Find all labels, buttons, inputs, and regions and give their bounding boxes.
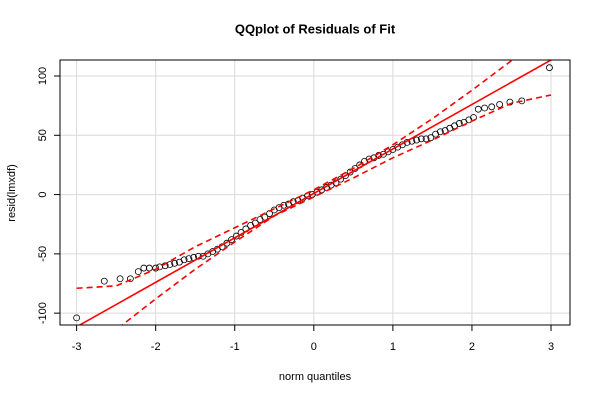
data-point bbox=[116, 275, 124, 283]
chart-title: QQplot of Residuals of Fit bbox=[235, 21, 396, 36]
y-tick-label: 0 bbox=[37, 192, 49, 198]
data-point bbox=[166, 261, 174, 268]
data-point bbox=[518, 97, 526, 105]
data-point bbox=[481, 104, 489, 112]
confidence-band bbox=[120, 94, 552, 325]
data-point bbox=[180, 256, 188, 264]
plot-area bbox=[73, 60, 553, 325]
data-point bbox=[140, 264, 148, 272]
data-point bbox=[427, 134, 435, 142]
y-tick-label: 100 bbox=[37, 67, 49, 85]
data-point bbox=[417, 135, 425, 143]
reference-line bbox=[78, 60, 553, 325]
y-axis-label: resid(lmxdf) bbox=[6, 164, 18, 221]
data-point bbox=[100, 277, 108, 285]
data-point bbox=[73, 314, 81, 322]
x-tick-label: 1 bbox=[390, 341, 396, 353]
data-point bbox=[455, 120, 463, 127]
data-point bbox=[185, 255, 193, 263]
y-tick-label: -100 bbox=[37, 302, 49, 324]
data-point bbox=[546, 64, 553, 72]
y-tick-label: -50 bbox=[37, 246, 49, 262]
x-tick-label: -2 bbox=[151, 341, 161, 353]
plot-frame bbox=[59, 59, 571, 326]
x-tick-label: -1 bbox=[230, 341, 240, 353]
data-point bbox=[422, 135, 430, 143]
data-point bbox=[413, 136, 421, 144]
x-tick-label: 2 bbox=[469, 341, 475, 353]
data-point bbox=[228, 236, 235, 244]
data-point bbox=[161, 262, 169, 270]
x-tick-label: -3 bbox=[72, 341, 82, 353]
data-point bbox=[496, 101, 504, 108]
data-point bbox=[126, 275, 134, 283]
data-point bbox=[145, 264, 153, 272]
data-point bbox=[488, 103, 496, 111]
y-tick-label: 50 bbox=[37, 129, 49, 141]
confidence-band bbox=[76, 60, 514, 290]
data-point bbox=[506, 98, 514, 106]
data-point bbox=[436, 128, 444, 136]
data-point bbox=[171, 259, 179, 267]
x-tick-label: 0 bbox=[311, 341, 317, 353]
data-point bbox=[474, 105, 482, 113]
data-point bbox=[134, 268, 142, 276]
x-axis-label: norm quantiles bbox=[279, 371, 352, 383]
x-tick-label: 3 bbox=[548, 341, 554, 353]
